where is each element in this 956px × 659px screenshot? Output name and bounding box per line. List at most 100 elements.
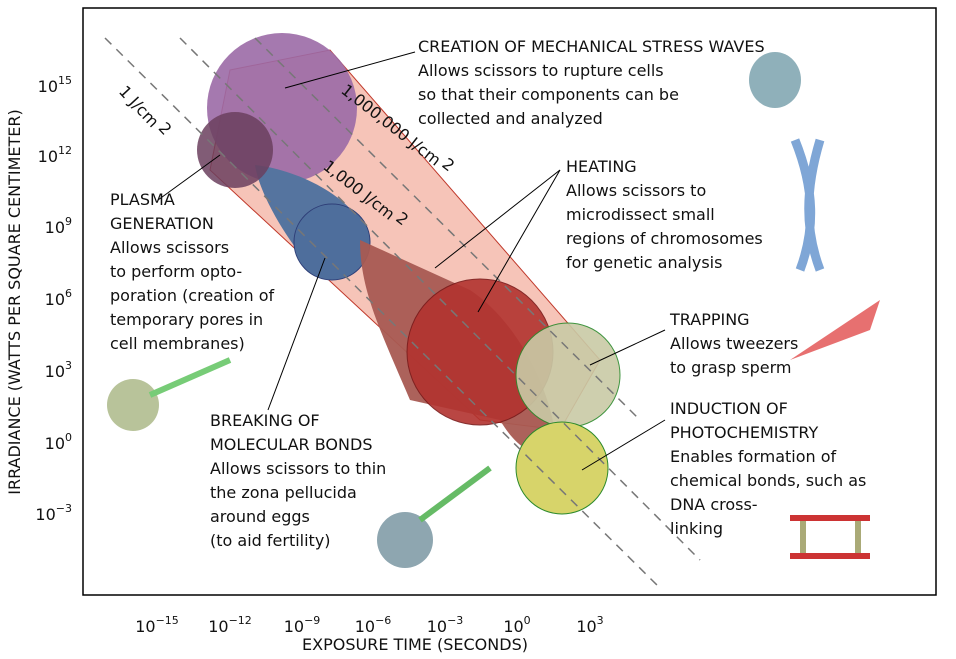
leader bbox=[284, 51, 416, 89]
annotation-line: around eggs bbox=[210, 507, 310, 526]
x-tick-label: 10−9 bbox=[284, 614, 321, 636]
leader bbox=[157, 154, 221, 201]
trapping-circle bbox=[515, 322, 621, 428]
annotation-line: DNA cross- bbox=[670, 495, 758, 514]
x-tick-label-base: 10 bbox=[135, 617, 155, 636]
annotation-line: Allows scissors to bbox=[566, 181, 706, 200]
y-tick-label-exp: 3 bbox=[65, 359, 72, 372]
annotation-line: Allows tweezers bbox=[670, 334, 798, 353]
annotation-line: PHOTOCHEMISTRY bbox=[670, 423, 819, 442]
icon-beam bbox=[418, 465, 492, 523]
fluence-lines bbox=[104, 37, 701, 589]
x-tick-label-exp: −12 bbox=[229, 614, 252, 627]
x-tick-label: 103 bbox=[576, 614, 603, 636]
plasma-circle bbox=[197, 112, 273, 188]
icons bbox=[107, 52, 880, 568]
x-tick-label: 10−15 bbox=[135, 614, 179, 636]
annotation-line: the zona pellucida bbox=[210, 483, 357, 502]
x-tick-label-exp: −15 bbox=[156, 614, 179, 627]
labels: 10−15 10−12 10−9 10−6 10−3 100 103101510121091… bbox=[5, 37, 866, 654]
icon-beam bbox=[148, 357, 232, 398]
x-tick-label: 10−6 bbox=[355, 614, 392, 636]
x-tick-label-exp: 0 bbox=[524, 614, 531, 627]
annotation-line: INDUCTION OF bbox=[670, 399, 788, 418]
icon-cell bbox=[107, 379, 159, 431]
annotation-line: linking bbox=[670, 519, 723, 538]
y-tick-label: 106 bbox=[45, 287, 72, 309]
leader bbox=[581, 419, 666, 471]
y-tick-label-base: 10 bbox=[35, 505, 55, 524]
y-tick-label-base: 10 bbox=[38, 147, 58, 166]
x-tick-label-base: 10 bbox=[355, 617, 375, 636]
y-tick-label-exp: 9 bbox=[65, 215, 72, 228]
leaders bbox=[157, 51, 666, 471]
annotation-line: Allows scissors bbox=[110, 238, 229, 257]
bonds-circle bbox=[293, 203, 371, 281]
photochem-circle bbox=[515, 421, 609, 515]
annotation-line: (to aid fertility) bbox=[210, 531, 331, 550]
icon-dna bbox=[855, 521, 861, 553]
y-tick-label-exp: 15 bbox=[58, 74, 72, 87]
y-tick-label: 103 bbox=[45, 359, 72, 381]
icon-dna bbox=[790, 515, 870, 521]
leader bbox=[477, 169, 561, 313]
y-tick-label-exp: 6 bbox=[65, 287, 72, 300]
annotation-line: collected and analyzed bbox=[418, 109, 603, 128]
x-tick-label-exp: 3 bbox=[597, 614, 604, 627]
annotation-line: BREAKING OF bbox=[210, 411, 320, 430]
annotation-line: chemical bonds, such as bbox=[670, 471, 866, 490]
x-tick-label-exp: −6 bbox=[375, 614, 391, 627]
annotation-line: Allows scissors to rupture cells bbox=[418, 61, 664, 80]
leader bbox=[267, 257, 326, 411]
x-axis-title: EXPOSURE TIME (SECONDS) bbox=[302, 635, 528, 654]
y-axis-title: IRRADIANCE (WATTS PER SQUARE CENTIMETER) bbox=[5, 109, 24, 495]
annotation-line: for genetic analysis bbox=[566, 253, 722, 272]
annotation-line: to grasp sperm bbox=[670, 358, 791, 377]
y-tick-label: 100 bbox=[45, 431, 72, 453]
icon-dna bbox=[790, 553, 870, 559]
annotation-line: CREATION OF MECHANICAL STRESS WAVES bbox=[418, 37, 765, 56]
x-tick-label-base: 10 bbox=[284, 617, 304, 636]
leader bbox=[589, 329, 666, 366]
dashed-line bbox=[179, 37, 701, 561]
y-tick-label: 1015 bbox=[38, 74, 72, 96]
annotation-line: GENERATION bbox=[110, 214, 214, 233]
annotation-line: Enables formation of bbox=[670, 447, 837, 466]
leader bbox=[434, 169, 561, 269]
shapes bbox=[197, 33, 621, 515]
y-tick-label-exp: 0 bbox=[65, 431, 72, 444]
dashed-line bbox=[254, 37, 641, 421]
x-tick-label-base: 10 bbox=[427, 617, 447, 636]
annotation-line: microdissect small bbox=[566, 205, 715, 224]
icon-dna bbox=[800, 521, 806, 553]
x-tick-label-base: 10 bbox=[503, 617, 523, 636]
y-tick-label: 1012 bbox=[38, 144, 72, 166]
y-tick-label-base: 10 bbox=[38, 77, 58, 96]
y-tick-label-base: 10 bbox=[45, 362, 65, 381]
x-tick-label-base: 10 bbox=[576, 617, 596, 636]
y-tick-label-exp: 12 bbox=[58, 144, 72, 157]
x-tick-label-exp: −3 bbox=[447, 614, 463, 627]
annotation-line: MOLECULAR BONDS bbox=[210, 435, 372, 454]
annotation-line: so that their components can be bbox=[418, 85, 679, 104]
y-tick-label-base: 10 bbox=[45, 434, 65, 453]
annotation-line: Allows scissors to thin bbox=[210, 459, 386, 478]
annotation-line: regions of chromosomes bbox=[566, 229, 763, 248]
x-tick-label: 10−3 bbox=[427, 614, 464, 636]
x-tick-label: 100 bbox=[503, 614, 530, 636]
icon-chromosome bbox=[790, 138, 825, 272]
annotation-line: PLASMA bbox=[110, 190, 175, 209]
annotation-line: HEATING bbox=[566, 157, 637, 176]
icon-laser bbox=[790, 300, 880, 360]
x-tick-label-base: 10 bbox=[208, 617, 228, 636]
y-tick-label-base: 10 bbox=[45, 218, 65, 237]
x-tick-label-exp: −9 bbox=[304, 614, 320, 627]
annotation-line: poration (creation of bbox=[110, 286, 275, 305]
icon-cell bbox=[749, 52, 801, 108]
annotation-line: temporary pores in bbox=[110, 310, 263, 329]
annotation-line: TRAPPING bbox=[669, 310, 750, 329]
y-tick-label-base: 10 bbox=[45, 290, 65, 309]
annotation-line: cell membranes) bbox=[110, 334, 245, 353]
